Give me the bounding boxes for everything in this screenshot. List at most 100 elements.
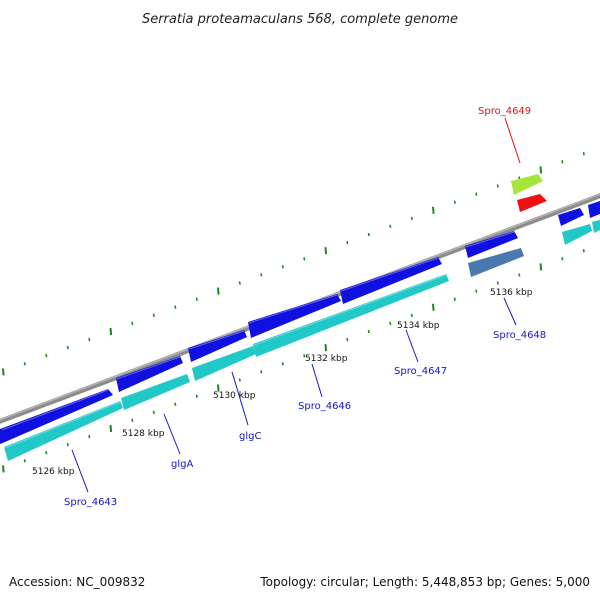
tick-dash [324,344,328,352]
gene-arrow-spro-4648[interactable] [468,248,524,277]
tick-dashes [2,152,585,473]
tick-label-5128: 5128 kbp [122,429,165,439]
gene-arrow-spro-4648-upper[interactable] [465,231,518,258]
tick-dash [561,257,564,261]
gene-label-spro-4648[interactable]: Spro_4648 [493,330,546,341]
tick-dash [217,287,220,295]
tick-dash [260,370,263,374]
tick-dash [475,192,478,196]
tick-dash [238,378,241,382]
tick-dash [174,305,177,309]
topology-text: Topology: circular; Length: 5,448,853 bp… [259,575,590,589]
map-title: Serratia proteamaculans 568, complete ge… [142,12,458,27]
tick-dash [475,289,478,293]
tick-dash [539,166,543,174]
gene-arrows [0,174,600,461]
tick-label-5132: 5132 kbp [305,354,348,364]
tick-dash [195,394,198,398]
tick-dash [432,206,435,214]
tick-dash [367,329,370,334]
tick-dash [88,434,91,439]
gene-arrow-cyan-5[interactable] [562,224,592,245]
tick-dash [2,368,5,376]
tick-dash [131,321,134,326]
gene-label-spro-4646[interactable]: Spro_4646 [298,401,351,412]
tick-dash [195,297,198,301]
gene-arrow-spro-4649-lime[interactable] [511,174,543,195]
gene-arrow-spro-4643[interactable] [0,389,113,444]
gene-label-spro-4647[interactable]: Spro_4647 [394,366,447,377]
tick-dash [131,418,134,423]
tick-dash [23,362,26,366]
tick-dash [109,424,113,433]
tick-dash [88,337,91,342]
tick-label-5136: 5136 kbp [490,288,533,298]
callout-spro-4647 [405,329,419,363]
tick-dash [45,354,48,358]
tick-dash [582,152,585,156]
gene-labels: Spro_4643 glgA glgC Spro_4646 Spro_4647 … [64,106,546,508]
gene-label-glga[interactable]: glgA [171,459,193,470]
callout-glgc [231,371,249,426]
tick-label-5134: 5134 kbp [397,321,440,331]
gene-arrow-cyan-1[interactable] [4,401,123,461]
tick-dash [238,281,241,285]
tick-dash [303,354,306,358]
tick-dash [281,362,284,366]
tick-labels: 5126 kbp 5128 kbp 5130 kbp 5132 kbp 5134… [32,288,533,477]
tick-dash [324,247,328,255]
tick-dash [66,345,69,350]
tick-dash [303,257,306,261]
tick-dash [561,160,564,164]
tick-dash [152,410,155,414]
tick-dash [23,459,26,463]
tick-dash [432,303,435,311]
callout-spro-4649 [504,117,521,164]
tick-dash [66,442,69,447]
tick-dash [518,273,521,277]
callout-spro-4648 [503,297,517,326]
tick-dash [2,465,5,473]
gene-arrow-spro-4646[interactable] [248,294,341,338]
tick-dash [152,313,155,317]
tick-dash [389,224,392,229]
tick-dash [217,384,220,392]
gene-label-glgc[interactable]: glgC [239,431,261,442]
gene-arrow-glgc[interactable] [188,330,247,362]
callout-spro-4646 [311,363,323,398]
tick-dash [367,232,370,237]
gene-label-spro-4643[interactable]: Spro_4643 [64,497,117,508]
gene-arrow-spro-4649-red[interactable] [517,194,547,212]
tick-dash [109,327,113,336]
gene-arrow-cyan-4[interactable] [253,274,449,357]
tick-dash [45,451,48,455]
callout-spro-4643 [71,449,89,493]
callout-glga [163,413,181,455]
gene-label-spro-4649[interactable]: Spro_4649 [478,106,531,117]
tick-dash [281,265,284,269]
tick-dash [582,249,585,253]
tick-dash [496,281,499,285]
gene-arrow-edge-a[interactable] [558,208,584,226]
tick-dash [496,184,499,188]
tick-dash [346,240,349,245]
tick-dash [260,273,263,277]
tick-label-5130: 5130 kbp [213,391,256,401]
gene-arrow-cyan-2[interactable] [121,374,190,410]
tick-dash [410,216,413,221]
accession-text: Accession: NC_009832 [9,575,145,589]
tick-dash [539,263,543,271]
gene-callouts [71,117,521,493]
tick-dash [174,402,177,406]
tick-dash [346,337,349,342]
tick-dash [389,321,392,326]
gene-arrow-glga[interactable] [116,356,183,392]
gene-arrow-spro-4647[interactable] [340,257,442,304]
gene-arrow-cyan-3[interactable] [192,346,256,381]
gene-arrow-edge-b[interactable] [588,201,600,218]
tick-label-5126: 5126 kbp [32,467,75,477]
tick-dash [453,200,456,204]
gene-arrow-cyan-6[interactable] [592,220,600,233]
tick-dash [410,313,413,318]
